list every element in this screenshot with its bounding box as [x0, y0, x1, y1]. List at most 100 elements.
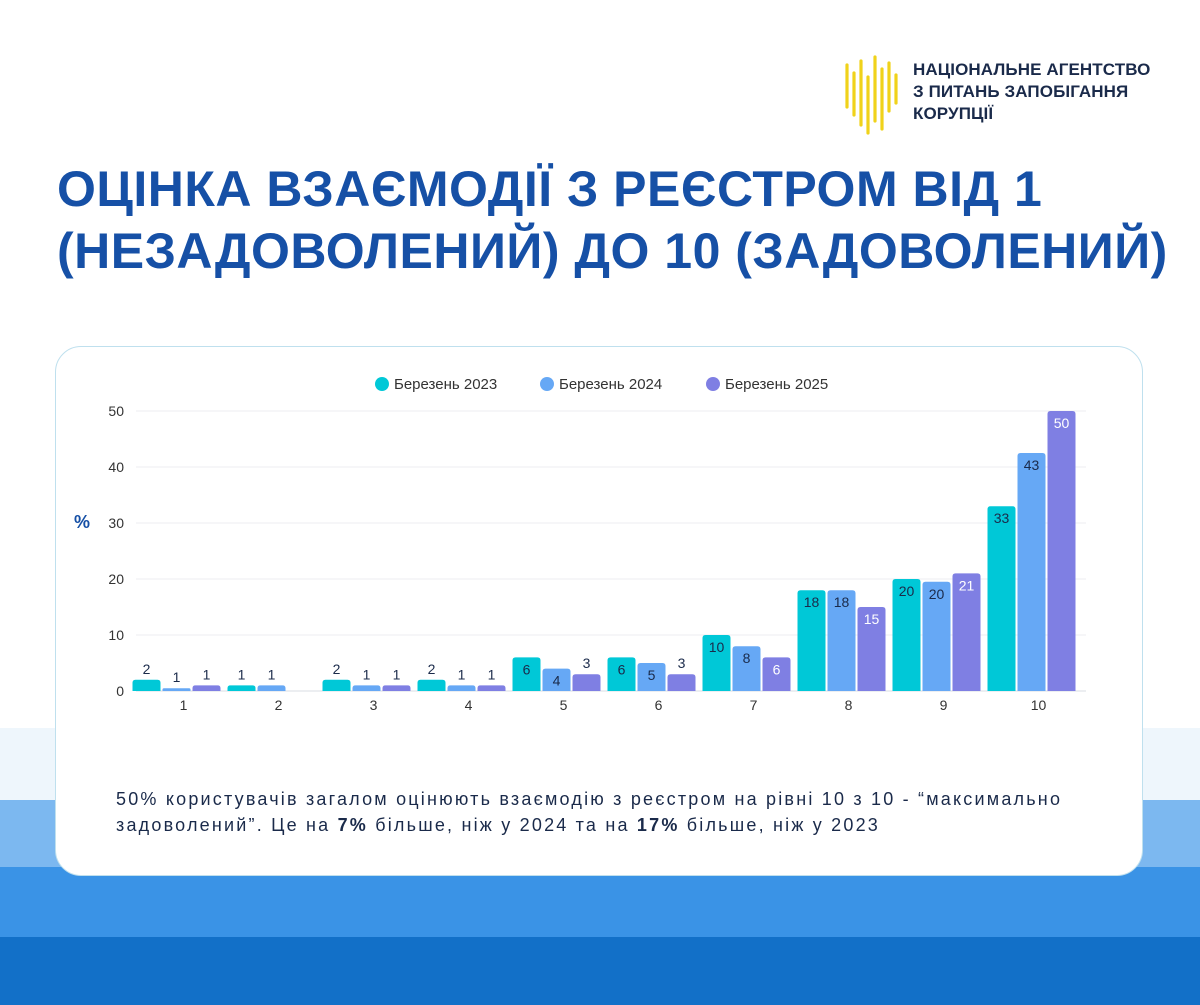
bar [447, 685, 476, 691]
nazk-logo: НАЦІОНАЛЬНЕ АГЕНТСТВО З ПИТАНЬ ЗАПОБІГАН… [843, 55, 1163, 140]
x-tick-label: 7 [750, 697, 758, 713]
bar-data-label: 18 [804, 594, 820, 610]
bar-data-label: 20 [899, 583, 915, 599]
bar-data-label: 5 [648, 667, 656, 683]
y-tick-label: 10 [108, 627, 124, 643]
org-name: НАЦІОНАЛЬНЕ АГЕНТСТВО З ПИТАНЬ ЗАПОБІГАН… [913, 59, 1151, 125]
caption-text: більше, ніж у 2023 [679, 815, 881, 835]
legend-marker [540, 377, 554, 391]
caption-text: 50% користувачів загалом оцінюють взаємо… [116, 789, 1063, 835]
x-tick-label: 2 [275, 697, 283, 713]
x-tick-label: 6 [655, 697, 663, 713]
x-tick-label: 4 [465, 697, 473, 713]
bar-data-label: 6 [618, 661, 626, 677]
bar [732, 646, 761, 691]
bar [417, 679, 446, 691]
x-tick-label: 5 [560, 697, 568, 713]
bar-data-label: 1 [458, 666, 466, 682]
bar [352, 685, 381, 691]
bar-data-label: 33 [994, 510, 1010, 526]
legend-label: Березень 2025 [725, 376, 828, 393]
bar [512, 657, 541, 691]
x-tick-label: 10 [1031, 697, 1047, 713]
x-tick-label: 9 [940, 697, 948, 713]
bar [892, 579, 921, 691]
bar [1017, 453, 1046, 691]
bar-data-label: 18 [834, 594, 850, 610]
legend-label: Березень 2023 [394, 376, 497, 393]
bar-data-label: 3 [678, 655, 686, 671]
bar [667, 674, 696, 691]
chart-caption: 50% користувачів загалом оцінюють взаємо… [116, 786, 1076, 838]
org-name-line: НАЦІОНАЛЬНЕ АГЕНТСТВО [913, 60, 1151, 79]
bar-data-label: 50 [1054, 415, 1070, 431]
bar-chart: 0 10 20 30 40 50% Березень 2023 Березень 2024 Бе… [74, 376, 1086, 713]
bar [572, 674, 601, 691]
bar-data-label: 43 [1024, 457, 1040, 473]
background-band-blue [0, 867, 1200, 937]
bar [162, 688, 191, 691]
bar-data-label: 2 [143, 661, 151, 677]
bar [227, 685, 256, 691]
bar [382, 685, 411, 691]
nazk-emblem-icon [845, 55, 898, 135]
bar-data-label: 20 [929, 586, 945, 602]
bar-data-label: 1 [238, 666, 246, 682]
y-axis-label: % [74, 512, 90, 532]
bar [762, 657, 791, 691]
legend-label: Березень 2024 [559, 376, 662, 393]
bar-data-label: 8 [743, 650, 751, 666]
bar [637, 663, 666, 691]
page-title: ОЦІНКА ВЗАЄМОДІЇ З РЕЄСТРОМ ВІД 1 (НЕЗАД… [57, 158, 1167, 282]
bar [857, 607, 886, 691]
bar [607, 657, 636, 691]
caption-highlight: 7% [337, 815, 369, 835]
caption-text: більше, ніж у 2024 та на [368, 815, 637, 835]
bar [477, 685, 506, 691]
bar [797, 590, 826, 691]
bar [952, 573, 981, 691]
y-tick-label: 30 [108, 515, 124, 531]
legend-marker [375, 377, 389, 391]
legend-marker [706, 377, 720, 391]
bar [257, 685, 286, 691]
background-band-dark [0, 937, 1200, 1005]
bar-data-label: 2 [333, 661, 341, 677]
page-title-line: (НЕЗАДОВОЛЕНИЙ) ДО 10 (ЗАДОВОЛЕНИЙ) [57, 223, 1168, 279]
bar-data-label: 1 [268, 666, 276, 682]
y-tick-label: 20 [108, 571, 124, 587]
caption-highlight: 17% [636, 815, 680, 835]
bar-data-label: 10 [709, 639, 725, 655]
bar [132, 679, 161, 691]
bar [1047, 411, 1076, 691]
page-title-line: ОЦІНКА ВЗАЄМОДІЇ З РЕЄСТРОМ ВІД 1 [57, 161, 1043, 217]
bar-data-label: 6 [523, 661, 531, 677]
bar-data-label: 3 [583, 655, 591, 671]
bar [542, 668, 571, 691]
bar-data-label: 21 [959, 577, 975, 593]
bar-data-label: 6 [773, 661, 781, 677]
y-tick-label: 50 [108, 403, 124, 419]
org-name-line: З ПИТАНЬ ЗАПОБІГАННЯ [913, 82, 1129, 101]
y-tick-label: 40 [108, 459, 124, 475]
x-tick-label: 1 [180, 697, 188, 713]
bar-data-label: 2 [428, 661, 436, 677]
bar-data-label: 4 [553, 673, 561, 689]
x-tick-label: 3 [370, 697, 378, 713]
bar [192, 685, 221, 691]
bar [987, 506, 1016, 691]
bar [322, 679, 351, 691]
bar [827, 590, 856, 691]
chart-card: 0 10 20 30 40 50% Березень 2023 Березень 2024 Бе… [55, 346, 1143, 876]
x-tick-label: 8 [845, 697, 853, 713]
bar-data-label: 1 [488, 666, 496, 682]
y-tick-label: 0 [116, 683, 124, 699]
bar [702, 635, 731, 691]
org-name-line: КОРУПЦІЇ [913, 104, 994, 123]
bar-data-label: 1 [393, 666, 401, 682]
bar-data-label: 1 [173, 669, 181, 685]
bar-data-label: 15 [864, 611, 880, 627]
bar-data-label: 1 [363, 666, 371, 682]
bar [922, 581, 951, 691]
bar-data-label: 1 [203, 666, 211, 682]
